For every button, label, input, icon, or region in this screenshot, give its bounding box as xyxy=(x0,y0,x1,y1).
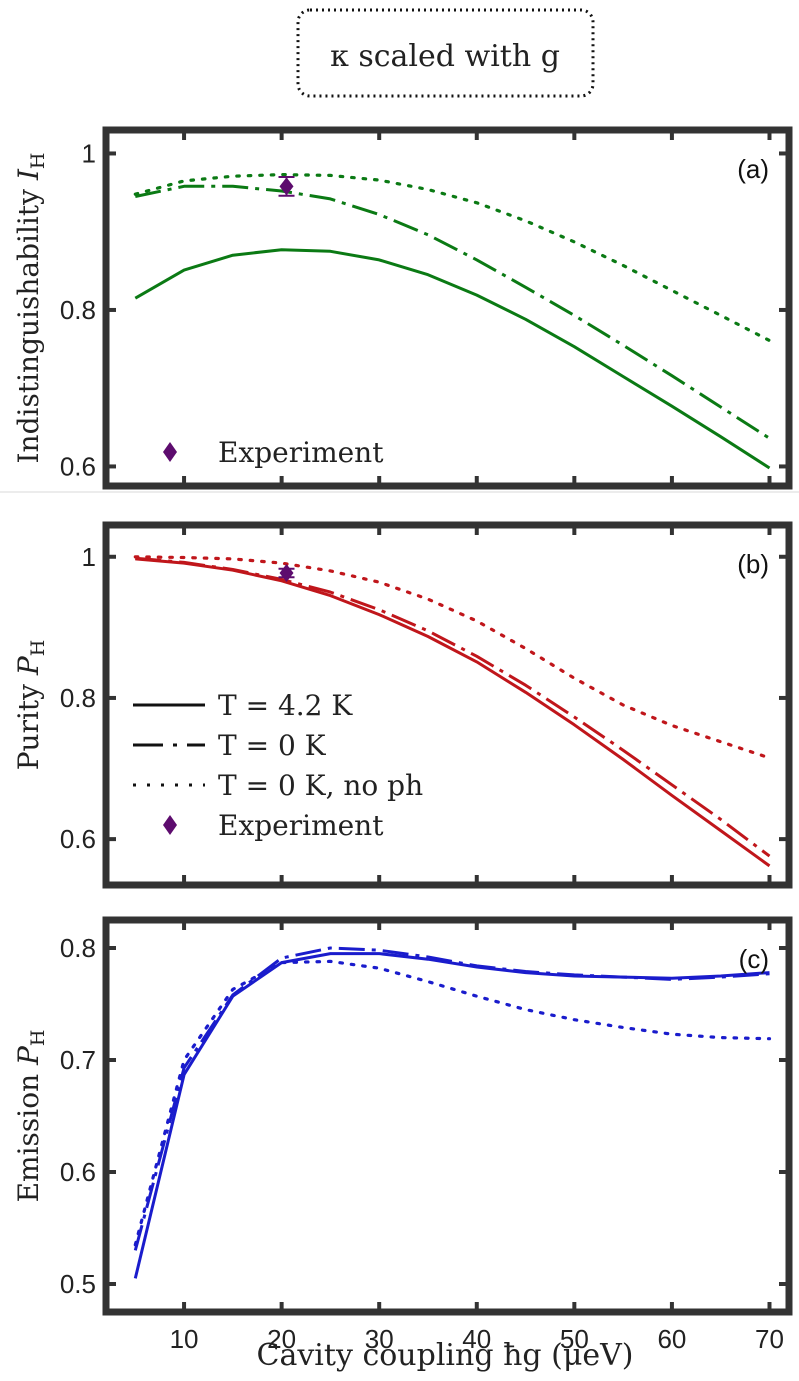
series-line-dashdot xyxy=(134,184,771,440)
x-tick-label: 60 xyxy=(657,1324,686,1354)
panel-label: (c) xyxy=(739,944,769,974)
legend-label: Experiment xyxy=(218,809,384,842)
x-tick-label: 40 xyxy=(462,1324,491,1354)
experiment-point xyxy=(279,564,294,582)
series-line-dotted xyxy=(133,959,772,1247)
panel-label: (b) xyxy=(737,549,769,579)
y-tick-label: 1 xyxy=(82,138,96,168)
series-line-solid xyxy=(134,248,771,470)
legend-label: T = 4.2 K xyxy=(218,689,353,722)
y-tick-label: 0.6 xyxy=(60,1157,96,1187)
y-axis-label: Indistinguishability IH xyxy=(12,153,49,464)
y-axis-label: Purity PH xyxy=(12,640,49,771)
series-line-dotted xyxy=(133,173,772,343)
series-line-solid xyxy=(133,952,770,1279)
legend-marker-experiment xyxy=(163,442,177,462)
panel-label: (a) xyxy=(737,154,769,184)
y-tick-label: 0.5 xyxy=(60,1269,96,1299)
y-tick-label: 1 xyxy=(82,542,96,572)
x-tick-label: 20 xyxy=(267,1324,296,1354)
y-axis-label: Emission PH xyxy=(12,1030,49,1203)
plot-frame xyxy=(102,126,793,490)
plot-frame xyxy=(102,916,793,1316)
panel-a: 0.6 0.8 1 Experiment (a) Indistinguishability… xyxy=(12,126,793,490)
y-tick-label: 0.8 xyxy=(60,683,96,713)
x-tick-label: 10 xyxy=(170,1324,199,1354)
series-line-dashdot xyxy=(135,556,771,858)
x-tick-label: 50 xyxy=(560,1324,589,1354)
series-line-dashdot xyxy=(133,946,770,1251)
y-tick-label: 0.8 xyxy=(60,933,96,963)
header-box xyxy=(296,8,595,98)
x-tick-label: 30 xyxy=(365,1324,394,1354)
plot-frame xyxy=(102,521,793,889)
experiment-point xyxy=(279,177,294,196)
header: κ scaled with g xyxy=(296,8,595,98)
legend-label: Experiment xyxy=(218,436,384,469)
panel-c: 0.5 0.6 0.7 0.8 10 20 30 40 50 60 70 (c) Emission PH xyxy=(12,916,793,1354)
y-tick-label: 0.8 xyxy=(60,295,96,325)
y-tick-label: 0.6 xyxy=(60,824,96,854)
series-line-dotted xyxy=(133,555,772,760)
header-title: κ scaled with g xyxy=(330,39,560,74)
legend-label: T = 0 K, no ph xyxy=(218,769,423,802)
legend-marker-experiment xyxy=(163,815,177,835)
y-tick-label: 0.6 xyxy=(60,451,96,481)
y-tick-label: 0.7 xyxy=(60,1045,96,1075)
legend-label: T = 0 K xyxy=(218,729,327,762)
x-tick-label: 70 xyxy=(755,1324,784,1354)
x-axis-label: Cavity coupling ħg (μeV) xyxy=(257,1338,634,1373)
panel-b: 0.6 0.8 1 T = 4.2 K T = 0 K T = 0 K, no ph Exp… xyxy=(12,521,793,889)
